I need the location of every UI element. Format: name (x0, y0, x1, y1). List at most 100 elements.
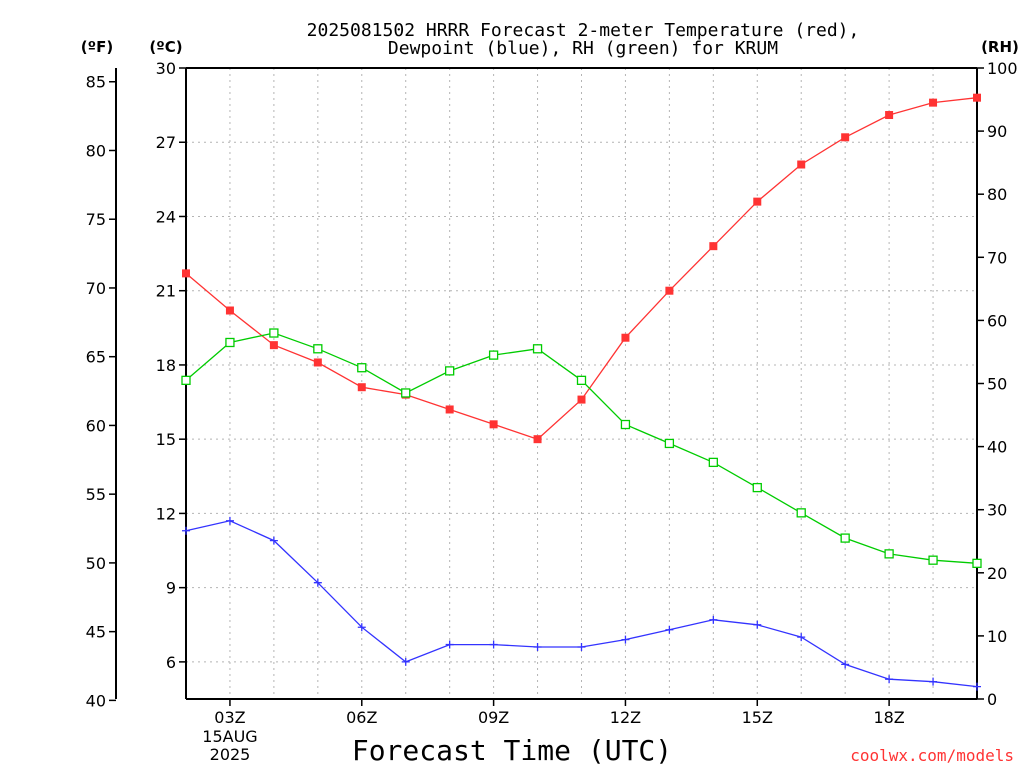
fahrenheit-tick-label: 60 (86, 416, 106, 435)
temperature-point (489, 420, 498, 429)
temperature-point (841, 133, 850, 142)
fahrenheit-tick-label: 55 (86, 485, 106, 504)
temperature-point (269, 341, 278, 350)
rh-tick-label: 40 (987, 438, 1007, 457)
rh-point (313, 344, 323, 354)
celsius-tick-label: 21 (156, 282, 176, 301)
dewpoint-point (225, 516, 234, 525)
x-tick-label: 12Z (610, 708, 641, 727)
dewpoint-point (489, 640, 498, 649)
rh-tick-label: 100 (987, 59, 1018, 78)
celsius-tick-label: 12 (156, 504, 176, 523)
temperature-point (797, 160, 806, 169)
x-tick-label: 09Z (478, 708, 509, 727)
dewpoint-point (621, 635, 630, 644)
fahrenheit-tick-label: 65 (86, 348, 106, 367)
dewpoint-point (929, 677, 938, 686)
dewpoint-point (445, 640, 454, 649)
celsius-tick-label: 9 (166, 579, 176, 598)
celsius-tick-label: 27 (156, 133, 176, 152)
rh-point (532, 344, 543, 354)
dewpoint-point (313, 578, 322, 587)
rh-point (972, 558, 982, 568)
rh-tick-label: 30 (987, 501, 1007, 520)
rh-tick-label: 0 (987, 690, 997, 709)
rh-point (401, 388, 411, 398)
dewpoint-point (973, 682, 981, 691)
celsius-tick-label: 24 (156, 207, 176, 226)
dewpoint-point (533, 643, 542, 652)
dewpoint-point (665, 625, 674, 634)
dewpoint-point (401, 657, 410, 666)
temperature-point (445, 405, 454, 414)
date-label-year: 2025 (210, 745, 251, 764)
chart-title-line-1: 2025081502 HRRR Forecast 2-meter Tempera… (307, 20, 860, 41)
temperature-point (533, 435, 542, 444)
fahrenheit-tick-label: 75 (86, 210, 106, 229)
temperature-point (665, 286, 674, 295)
rh-point (269, 328, 279, 338)
data-series (181, 93, 982, 691)
rh-tick-label: 60 (987, 311, 1007, 330)
rh-tick-label: 20 (987, 564, 1007, 583)
rh-point (664, 438, 675, 449)
dewpoint-point (357, 623, 366, 632)
temperature-point (225, 306, 234, 315)
celsius-tick-label: 6 (166, 653, 176, 672)
fahrenheit-tick-label: 85 (86, 73, 106, 92)
fahrenheit-tick-label: 50 (86, 554, 106, 573)
chart-title-line-2: Dewpoint (blue), RH (green) for KRUM (388, 38, 778, 59)
rh-point (796, 508, 806, 518)
temperature-point (577, 395, 586, 404)
temperature-point (929, 98, 938, 107)
x-tick-label: 06Z (346, 708, 377, 727)
rh-tick-label: 10 (987, 627, 1007, 646)
rh-point (181, 375, 191, 385)
celsius-tick-label: 30 (156, 59, 176, 78)
dewpoint-point (753, 620, 762, 629)
rh-tick-label: 80 (987, 185, 1007, 204)
rh-point (708, 457, 718, 468)
celsius-axis-label: (ºC) (149, 38, 182, 56)
temperature-point (709, 242, 718, 251)
rh-tick-label: 50 (987, 375, 1007, 394)
dewpoint-point (269, 536, 278, 545)
dewpoint-point (709, 615, 718, 624)
rh-point (225, 337, 235, 348)
axes: 6 9 12 15 18 21 24 27 30 40 45 50 55 60 65 70 75 80 85 0 10 2… (86, 59, 1018, 727)
rh-point (752, 482, 762, 493)
date-label-day: 15AUG (202, 727, 257, 746)
x-tick-label: 18Z (873, 708, 904, 727)
x-axis-title: Forecast Time (UTC) (352, 734, 672, 767)
watermark: coolwx.com/models (850, 746, 1014, 765)
fahrenheit-axis-label: (ºF) (81, 38, 113, 56)
x-tick-label: 15Z (742, 708, 773, 727)
rh-tick-label: 70 (987, 248, 1007, 267)
dewpoint-point (577, 643, 586, 652)
rh-point (576, 375, 587, 385)
x-tick-label: 03Z (214, 708, 245, 727)
rh-point (620, 419, 631, 430)
temperature-point (753, 197, 762, 206)
rh-point (445, 366, 455, 376)
temperature-point (182, 269, 190, 278)
temperature-point (357, 383, 366, 392)
rh-point (488, 350, 499, 360)
dewpoint-point (841, 660, 850, 669)
fahrenheit-tick-label: 45 (86, 623, 106, 642)
celsius-tick-label: 18 (156, 356, 176, 375)
rh-point (840, 533, 850, 543)
rh-axis-label: (RH) (981, 38, 1019, 56)
temperature-point (973, 93, 981, 102)
fahrenheit-tick-label: 80 (86, 141, 106, 160)
fahrenheit-tick-label: 40 (86, 691, 106, 710)
dewpoint-point (797, 633, 806, 642)
rh-point (884, 549, 894, 559)
rh-line (185, 332, 978, 564)
rh-point (928, 555, 938, 565)
fahrenheit-tick-label: 70 (86, 279, 106, 298)
dewpoint-point (885, 675, 894, 684)
temperature-point (621, 333, 630, 342)
temperature-point (885, 111, 894, 120)
rh-point (357, 363, 367, 373)
